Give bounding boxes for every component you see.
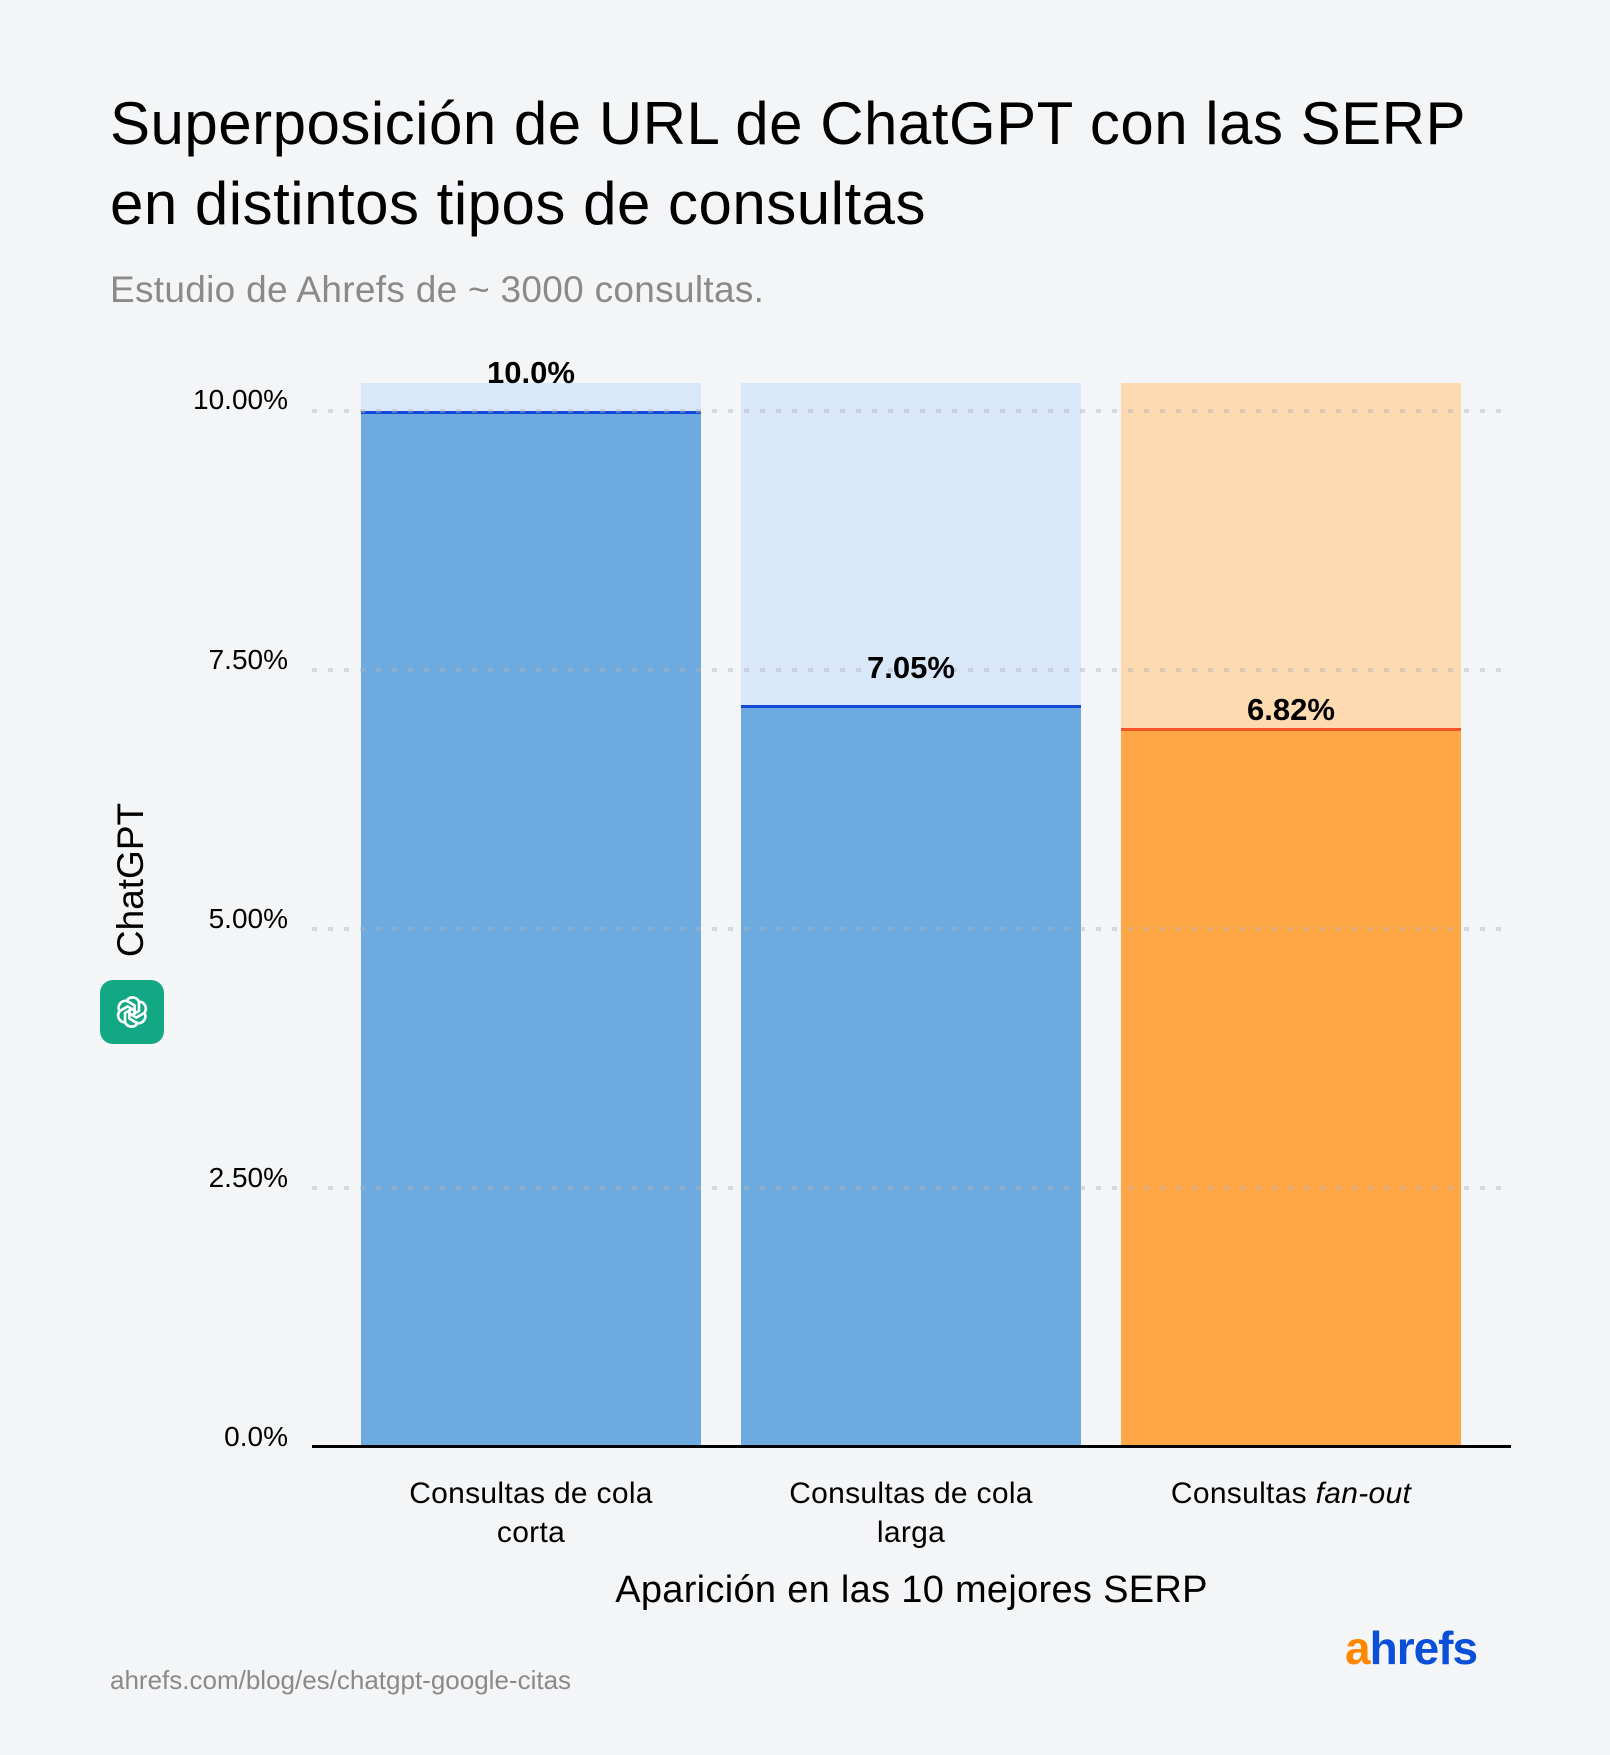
bar-cola-corta <box>361 411 701 1447</box>
y-tick-label: 10.00% <box>193 384 288 415</box>
value-label-fan-out: 6.82% <box>1247 692 1335 727</box>
y-tick-label: 7.50% <box>208 644 288 675</box>
bar-cola-larga <box>741 705 1081 1447</box>
bar-background-fan-out <box>1121 383 1461 1447</box>
y-tick-label: 2.50% <box>208 1162 288 1193</box>
category-label-cola-corta: Consultas de cola corta <box>361 1474 701 1552</box>
y-tick-label: 5.00% <box>208 903 288 934</box>
category-label-line: Consultas de cola <box>789 1477 1033 1510</box>
category-label-line: corta <box>496 1516 566 1549</box>
bar-background-cola-larga <box>741 383 1081 1447</box>
x-axis-title: Aparición en las 10 mejores SERP <box>615 1569 1208 1611</box>
ahrefs-logo: ahrefs <box>1345 1622 1478 1674</box>
value-label-cola-corta: 10.0% <box>487 355 575 390</box>
openai-knot-icon <box>116 996 148 1028</box>
chart-title: Superposición de URL de ChatGPT con las … <box>110 90 1465 237</box>
category-label-line: larga <box>876 1516 946 1549</box>
category-label-prefix: Consultas <box>1170 1477 1316 1510</box>
category-label-cola-larga: Consultas de cola larga <box>741 1474 1081 1552</box>
category-label-line: Consultas de cola <box>409 1477 653 1510</box>
bar-value-line <box>741 705 1081 708</box>
bar-value-line <box>1121 728 1461 731</box>
x-axis-line <box>312 1445 1511 1448</box>
y-axis-title: ChatGPT <box>110 802 151 958</box>
logo-letter-a: a <box>1345 1622 1371 1674</box>
value-label-cola-larga: 7.05% <box>867 650 955 685</box>
category-label-italic: fan-out <box>1315 1477 1412 1510</box>
category-label-fan-out: Consultas fan-out <box>1121 1474 1461 1513</box>
y-tick-label: 0.0% <box>224 1421 288 1452</box>
bar-value-line <box>361 411 701 414</box>
source-url: ahrefs.com/blog/es/chatgpt-google-citas <box>110 1665 572 1695</box>
chart-subtitle: Estudio de Ahrefs de ~ 3000 consultas. <box>110 269 765 310</box>
logo-letters-hrefs: hrefs <box>1369 1622 1478 1674</box>
bar-background-cola-corta <box>361 383 701 1447</box>
bar-fan-out <box>1121 728 1461 1447</box>
chatgpt-logo-icon <box>100 980 164 1044</box>
